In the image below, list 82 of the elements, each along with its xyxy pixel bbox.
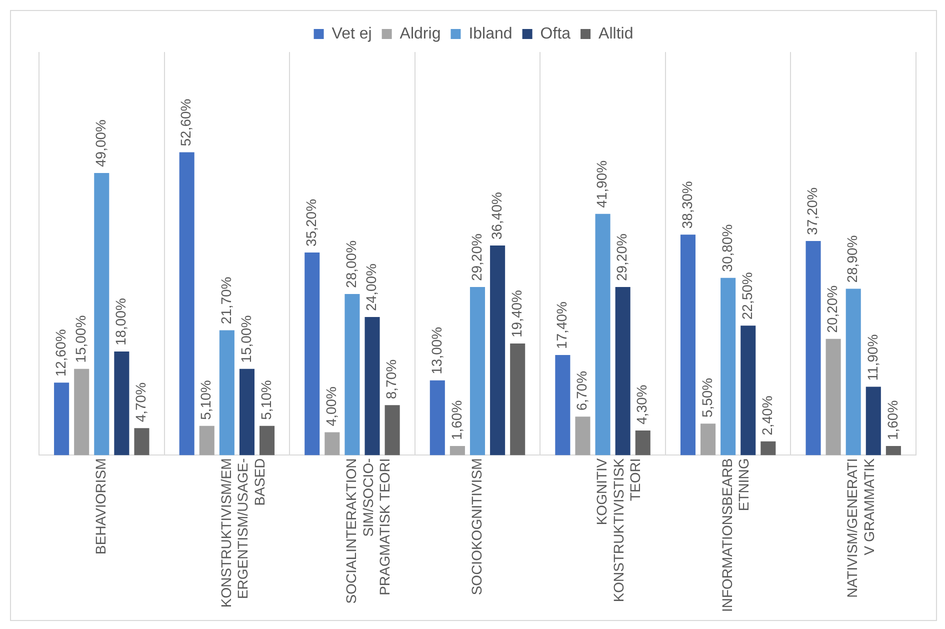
bar <box>179 152 194 456</box>
data-label: 52,60% <box>178 98 194 146</box>
bar <box>239 368 254 456</box>
data-label: 29,20% <box>468 234 484 282</box>
bar <box>700 424 716 456</box>
data-label: 41,90% <box>594 160 610 208</box>
data-label: 15,00% <box>238 315 254 363</box>
legend-label: Aldrig <box>400 25 441 42</box>
bar <box>886 446 901 456</box>
bar <box>324 432 340 456</box>
data-label: 30,80% <box>718 224 735 272</box>
bar <box>114 352 130 456</box>
data-label: 20,20% <box>824 285 840 333</box>
data-label: 37,20% <box>804 187 820 235</box>
data-label: 4,00% <box>323 386 340 426</box>
data-label: 28,90% <box>844 235 860 283</box>
bar <box>866 386 881 456</box>
data-label: 1,60% <box>884 400 900 440</box>
data-label: 1,60% <box>448 400 464 440</box>
x-tick-label: KONSTRUKTIVISM/EMERGENTISM/USAGE-BASED <box>218 458 268 608</box>
bar <box>94 172 110 456</box>
bar <box>490 246 506 456</box>
bar <box>470 287 486 456</box>
bar <box>740 326 756 456</box>
data-label: 36,40% <box>488 192 504 240</box>
data-label: 28,00% <box>343 240 360 288</box>
bar <box>680 234 696 456</box>
data-label: 18,00% <box>112 298 129 346</box>
bar <box>595 214 610 456</box>
legend-label: Ofta <box>540 25 571 42</box>
bar <box>826 338 841 456</box>
bar <box>806 240 821 456</box>
bar <box>344 294 360 456</box>
data-label: 38,30% <box>678 181 695 229</box>
bar <box>304 252 320 456</box>
data-label: 8,70% <box>383 359 400 400</box>
bar <box>364 316 380 456</box>
data-label: 13,00% <box>428 326 444 374</box>
data-label: 11,90% <box>864 334 880 381</box>
bar <box>510 343 526 456</box>
x-tick-label: NATIVISM/GENERATIV GRAMMATIK <box>844 458 878 598</box>
bar <box>199 426 214 456</box>
bar <box>260 426 275 456</box>
x-tick-label: SOCIALINTERAKTIONSIM/SOCIO-PRAGMATISK TEORI <box>343 458 393 604</box>
bar <box>720 278 736 456</box>
x-tick-label: INFORMATIONSBEARBETNING <box>718 458 752 612</box>
x-tick-label: KOGNITIV KONSTRUKTIVISTISK TEORI <box>594 458 644 602</box>
bar <box>635 430 650 456</box>
data-label: 5,10% <box>258 380 274 420</box>
data-label: 29,20% <box>614 234 630 282</box>
data-label: 6,70% <box>574 370 590 411</box>
data-label: 35,20% <box>302 198 319 246</box>
data-label: 49,00% <box>92 119 108 167</box>
legend-label: Alltid <box>598 25 634 42</box>
data-label: 2,40% <box>759 396 776 436</box>
bar <box>575 416 590 456</box>
bar <box>555 355 570 456</box>
bar <box>219 330 234 456</box>
bar <box>450 446 465 456</box>
data-label: 5,50% <box>698 378 715 418</box>
data-label: 15,00% <box>72 315 88 363</box>
bar <box>54 382 70 456</box>
bar <box>74 368 90 456</box>
data-label: 21,70% <box>218 276 234 324</box>
data-label: 19,40% <box>508 290 524 338</box>
bar <box>430 380 445 456</box>
legend-label: Vet ej <box>332 25 372 42</box>
x-tick-label: SOCIOKOGNITIVISM <box>468 458 484 596</box>
data-label: 22,50% <box>738 272 755 320</box>
data-label: 17,40% <box>554 302 570 350</box>
bar <box>846 288 861 456</box>
data-label: 5,10% <box>198 380 214 420</box>
data-label: 4,70% <box>132 382 149 422</box>
bar <box>384 405 400 456</box>
x-tick-label: BEHAVIORISM <box>92 458 108 554</box>
legend-label: Ibland <box>468 25 512 42</box>
bar <box>760 441 776 456</box>
data-label: 24,00% <box>363 264 380 311</box>
bar <box>615 287 630 456</box>
bar <box>134 428 150 456</box>
data-label: 12,60% <box>52 329 68 377</box>
data-label: 4,30% <box>634 384 650 424</box>
